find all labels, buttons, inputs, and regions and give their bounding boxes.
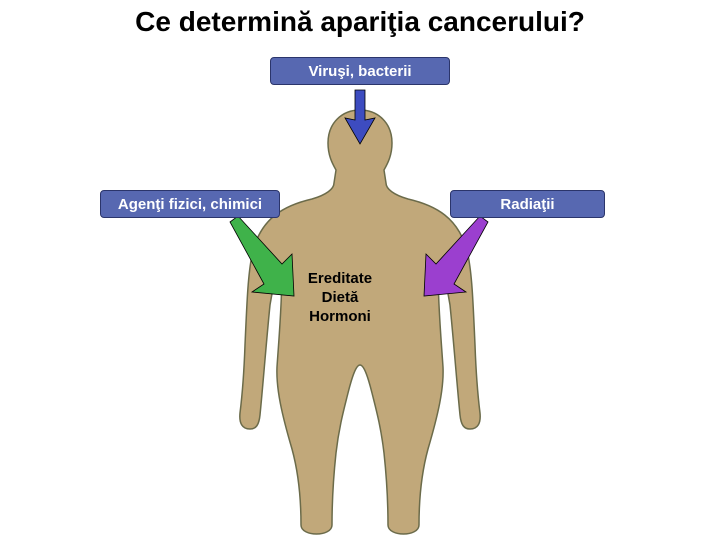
label-radiation: Radiaţii: [450, 190, 605, 218]
label-viruses: Viruşi, bacterii: [270, 57, 450, 85]
arrow-left-icon: [230, 216, 294, 296]
arrow-top-icon: [345, 90, 375, 144]
slide-stage: { "title": { "text": "Ce determină apari…: [0, 0, 720, 540]
arrow-right-icon: [424, 216, 488, 296]
chest-factors-text: EreditateDietăHormoni: [290, 270, 390, 326]
label-agents: Agenţi fizici, chimici: [100, 190, 280, 218]
